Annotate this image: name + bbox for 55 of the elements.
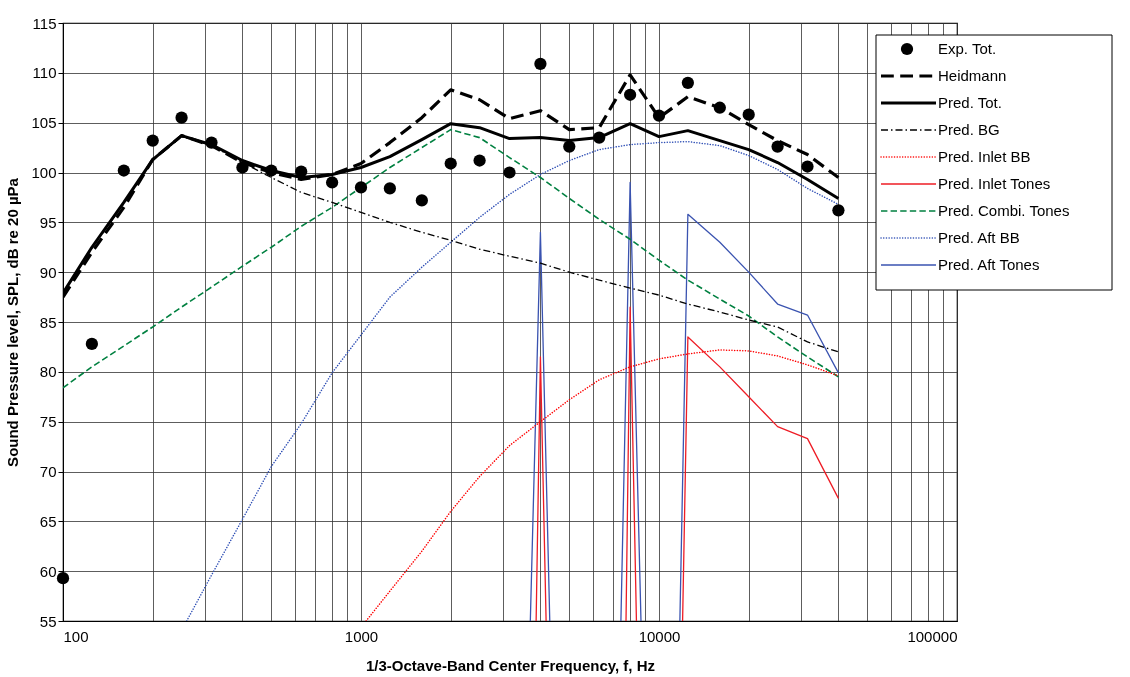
point [175, 111, 188, 124]
point [56, 572, 70, 585]
y-tick-label: 110 [32, 64, 57, 82]
legend-label: Pred. Combi. Tones [938, 202, 1070, 219]
legend-label: Pred. BG [938, 121, 1000, 138]
legend-label: Heidmann [938, 67, 1007, 84]
x-tick-label: 10000 [638, 627, 681, 645]
y-tick-label: 95 [39, 213, 57, 231]
x-tick-label: 100 [63, 627, 89, 645]
point [354, 181, 368, 194]
point [534, 57, 547, 70]
line-series [63, 128, 840, 389]
point [624, 88, 637, 101]
point [832, 204, 845, 217]
point [117, 164, 130, 177]
point [563, 140, 576, 153]
point [383, 182, 396, 195]
point [503, 166, 516, 179]
y-tick-label: 65 [39, 512, 57, 530]
y-tick-label: 100 [31, 164, 57, 181]
x-tick-label: 100000 [907, 627, 958, 645]
y-tick-label: 70 [39, 463, 57, 480]
y-axis-title: Sound Pressure level, SPL, dB re 20 µPa [4, 177, 22, 467]
y-tick-label: 75 [39, 413, 57, 431]
legend-label: Pred. Inlet Tones [938, 175, 1051, 192]
point [236, 161, 249, 174]
y-tick-label: 60 [39, 562, 57, 580]
legend-label: Pred. Tot. [938, 94, 1002, 111]
x-tick-label: 1000 [344, 627, 379, 645]
point [85, 337, 98, 351]
point [681, 76, 694, 89]
y-tick-label: 105 [31, 114, 57, 132]
point [593, 131, 606, 144]
point [444, 157, 457, 170]
point [652, 109, 666, 122]
legend-label: Pred. Aft BB [938, 229, 1020, 246]
point [205, 136, 218, 149]
y-tick-label: 90 [39, 263, 57, 281]
y-tick-label: 80 [39, 363, 57, 381]
point [801, 160, 814, 173]
x-axis-title: 1/3-Octave-Band Center Frequency, f, Hz [366, 656, 655, 674]
legend-label: Exp. Tot. [938, 40, 997, 57]
point [771, 140, 784, 153]
point [326, 176, 339, 189]
y-tick-label: 85 [39, 313, 57, 331]
y-tick-label: 55 [39, 612, 57, 630]
point [146, 134, 159, 147]
point [265, 164, 278, 177]
legend-label: Pred. Aft Tones [938, 256, 1040, 273]
legend-label: Pred. Inlet BB [938, 148, 1031, 165]
point [473, 154, 486, 167]
y-tick-label: 115 [32, 14, 57, 32]
point [713, 101, 726, 114]
point [742, 108, 755, 121]
point [415, 194, 428, 207]
